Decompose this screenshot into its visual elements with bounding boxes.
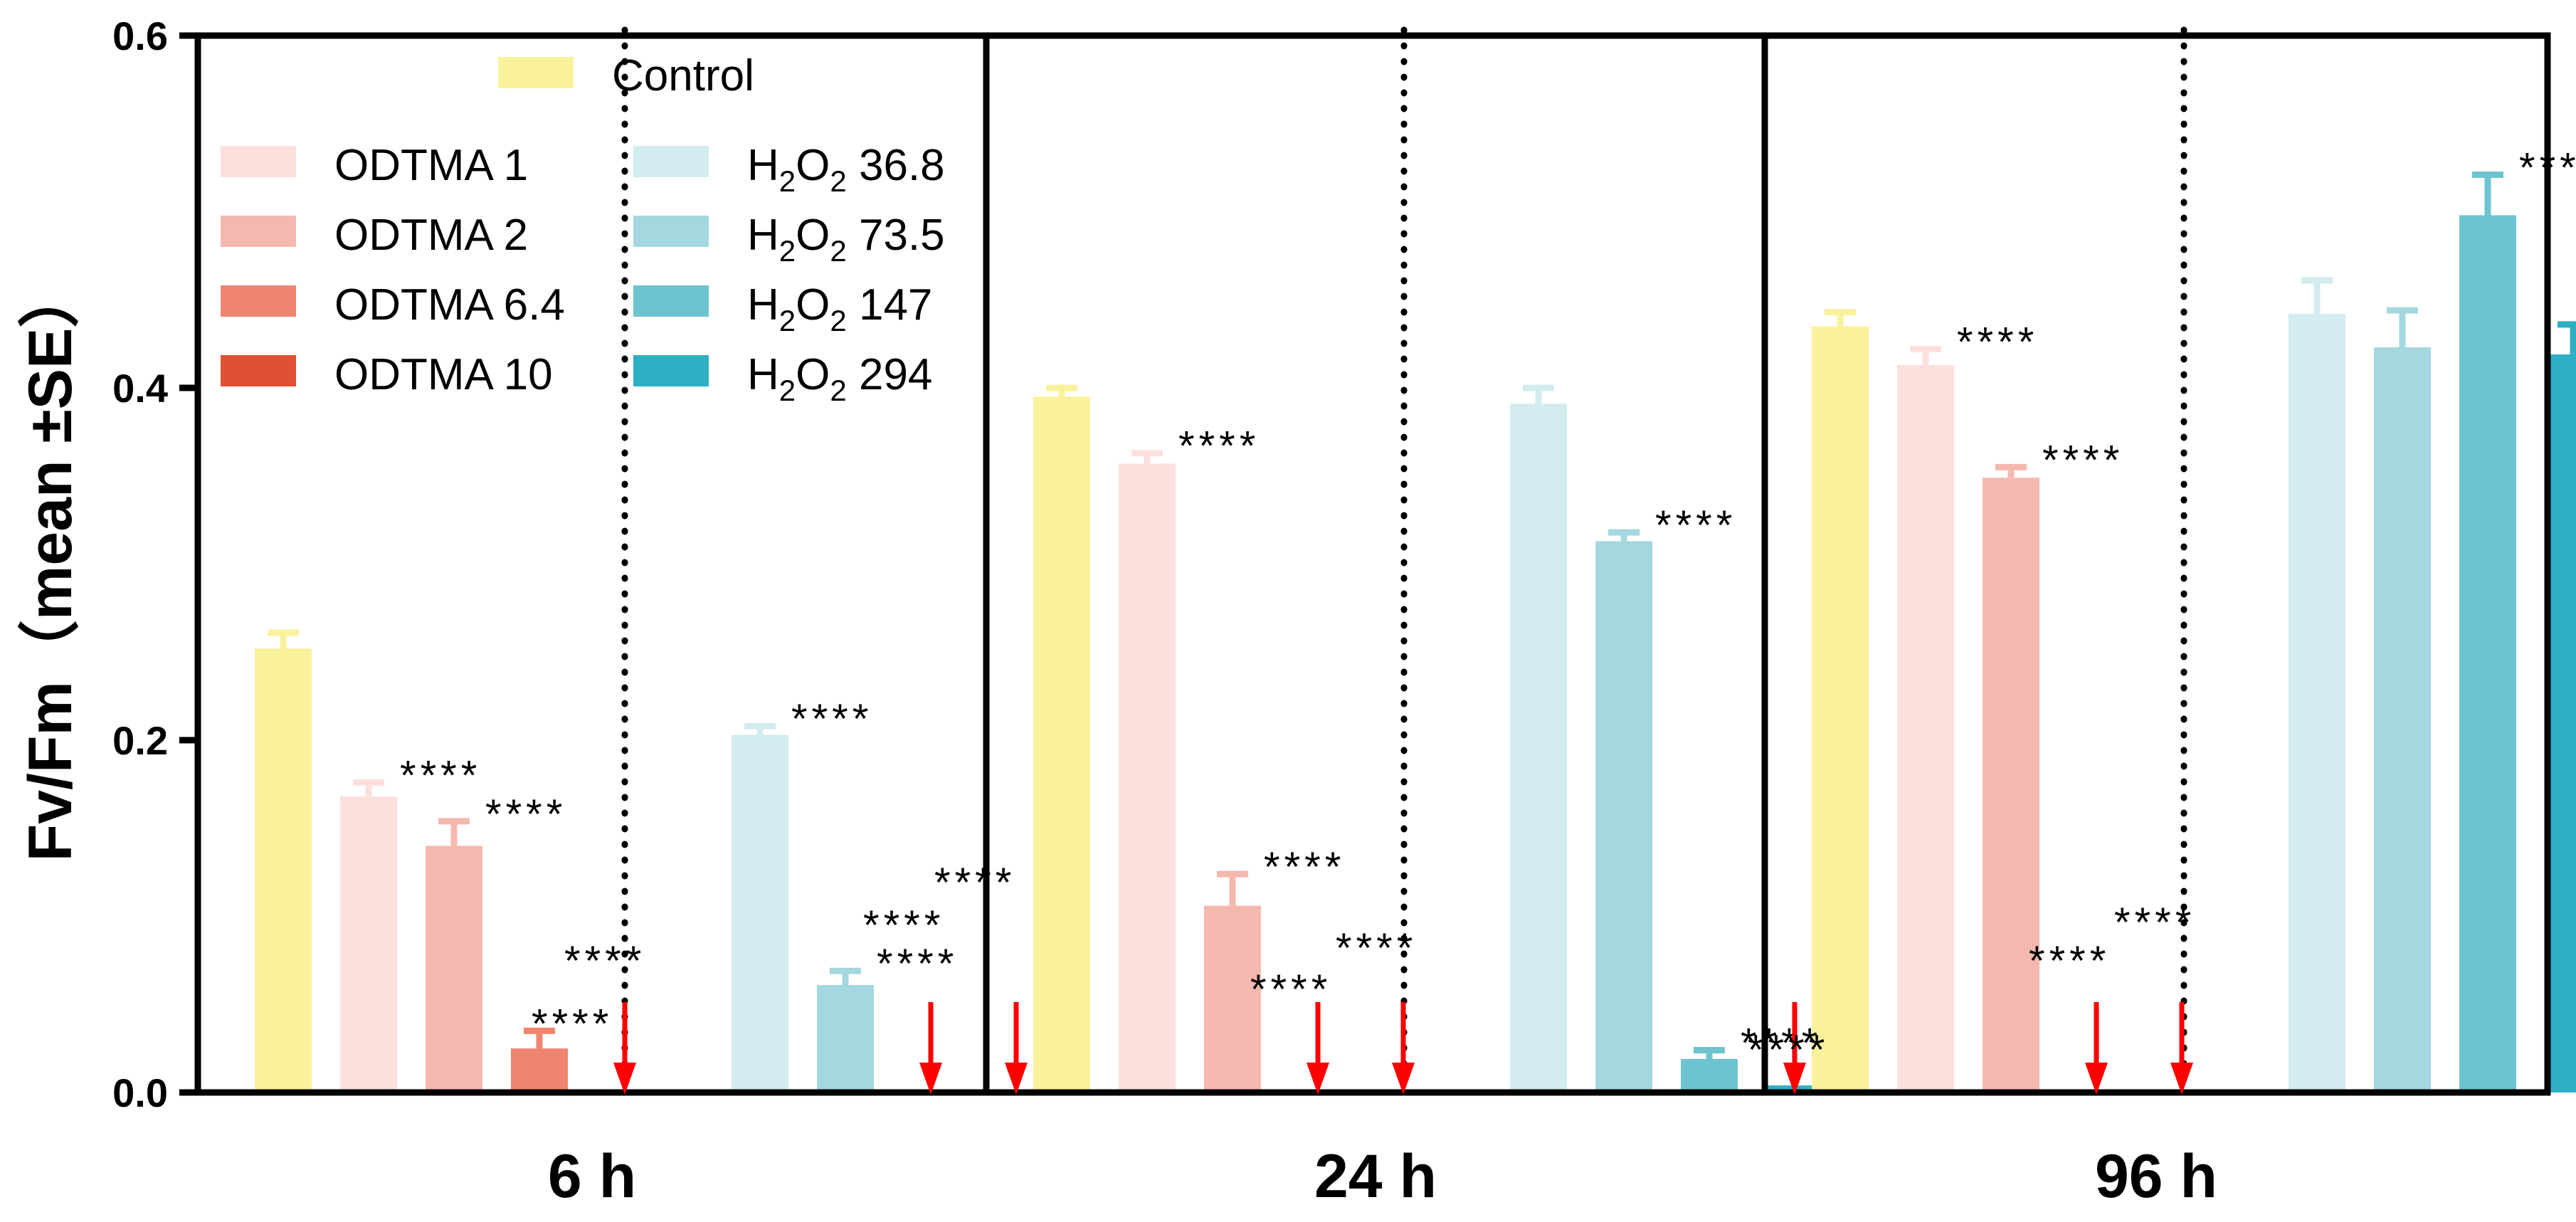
legend-swatch-h2o2-36-8 [633, 146, 709, 177]
bar-6-h-control [255, 648, 312, 1092]
bar-6-h-h2o2-36-8 [732, 734, 788, 1092]
legend-swatch-h2o2-73-5 [633, 216, 709, 247]
legend-label-odtma-10: ODTMA 10 [334, 350, 553, 399]
bar-6-h-odtma-2 [426, 846, 482, 1092]
bar-24-h-h2o2-36-8 [1510, 404, 1567, 1092]
zero-arrow-24-h-h2o2-294 [1783, 1002, 1806, 1095]
significance-96-h-odtma-2: **** [2042, 437, 2123, 483]
significance-6-h-h2o2-294: **** [934, 860, 1015, 906]
panel-label-6-h: 6 h [548, 1142, 636, 1211]
legend-entry-control: Control [498, 51, 754, 100]
significance-24-h-odtma-6-4: **** [1250, 966, 1331, 1013]
zero-arrow-6-h-h2o2-294 [1005, 1002, 1028, 1095]
panel-label-24-h: 24 h [1314, 1142, 1437, 1211]
significance-24-h-odtma-10: **** [1336, 925, 1417, 971]
legend-entry-odtma-2: ODTMA 2 [221, 211, 528, 260]
bar-6-h-h2o2-73-5 [817, 985, 874, 1092]
significance-24-h-h2o2-147: **** [1741, 1021, 1822, 1067]
legend-swatch-odtma-10 [221, 355, 296, 386]
significance-6-h-odtma-1: **** [400, 752, 481, 799]
panel-label-96-h: 96 h [2095, 1142, 2217, 1211]
y-axis-label: Fv/Fm（mean ±SE） [16, 267, 85, 862]
zero-arrow-24-h-odtma-10 [1392, 1002, 1415, 1095]
legend-label-h2o2-147: H2O2 147 [747, 280, 932, 337]
bar-24-h-h2o2-73-5 [1595, 541, 1652, 1092]
y-tick-label-0-6: 0.6 [112, 14, 168, 58]
significance-6-h-h2o2-147: **** [863, 902, 944, 949]
legend-entry-h2o2-147: H2O2 147 [633, 280, 932, 337]
significance-6-h-h2o2-36-8: **** [791, 696, 872, 742]
legend-entry-h2o2-294: H2O2 294 [633, 350, 932, 407]
zero-arrow-24-h-odtma-6-4 [1307, 1002, 1329, 1095]
significance-24-h-odtma-1: **** [1178, 423, 1260, 470]
y-tick-label-0-4: 0.4 [112, 366, 168, 411]
legend-swatch-odtma-6-4 [221, 285, 296, 317]
legend-label-odtma-6-4: ODTMA 6.4 [334, 280, 565, 330]
legend-swatch-odtma-2 [221, 216, 296, 247]
bar-6-h-odtma-6-4 [511, 1048, 568, 1092]
y-tick-label-0-0: 0.0 [112, 1070, 168, 1115]
bar-96-h-h2o2-36-8 [2289, 314, 2345, 1092]
significance-96-h-odtma-1: **** [1957, 320, 2038, 366]
significance-96-h-odtma-6-4: **** [2029, 938, 2110, 984]
significance-6-h-odtma-6-4: **** [532, 1001, 613, 1047]
significance-96-h-odtma-10: **** [2114, 900, 2195, 946]
legend-entry-h2o2-73-5: H2O2 73.5 [633, 211, 945, 268]
bar-96-h-odtma-1 [1897, 364, 1954, 1092]
zero-arrow-6-h-h2o2-147 [919, 1002, 942, 1095]
legend-label-h2o2-73-5: H2O2 73.5 [747, 211, 945, 268]
bar-24-h-control [1033, 396, 1090, 1092]
significance-24-h-h2o2-73-5: **** [1655, 502, 1736, 549]
legend-label-h2o2-294: H2O2 294 [747, 350, 932, 407]
bar-24-h-odtma-1 [1119, 463, 1176, 1092]
zero-arrow-6-h-odtma-10 [613, 1002, 636, 1095]
legend-entry-odtma-6-4: ODTMA 6.4 [221, 280, 565, 330]
legend-label-h2o2-36-8: H2O2 36.8 [747, 141, 945, 198]
bar-96-h-control [1812, 326, 1869, 1092]
bar-6-h-odtma-1 [340, 796, 397, 1092]
legend-entry-odtma-1: ODTMA 1 [221, 141, 528, 190]
significance-96-h-h2o2-147: *** [2519, 145, 2576, 191]
legend-label-odtma-2: ODTMA 2 [334, 211, 528, 260]
legend-entry-h2o2-36-8: H2O2 36.8 [633, 141, 945, 198]
bar-96-h-h2o2-73-5 [2374, 347, 2431, 1093]
legend-swatch-h2o2-294 [633, 355, 709, 386]
y-tick-label-0-2: 0.2 [112, 718, 168, 763]
panel-frame-96-h [1761, 32, 2551, 1096]
significance-24-h-odtma-2: **** [1264, 844, 1345, 890]
legend-swatch-h2o2-147 [633, 285, 709, 317]
significance-6-h-h2o2-73-5: **** [877, 941, 958, 987]
significance-6-h-odtma-10: **** [564, 938, 645, 984]
zero-arrow-96-h-odtma-10 [2170, 1002, 2193, 1095]
bar-24-h-odtma-2 [1204, 905, 1261, 1092]
bar-96-h-h2o2-147 [2459, 215, 2516, 1093]
bar-96-h-odtma-2 [1983, 478, 2039, 1092]
significance-24-h-h2o2-294: **** [1748, 1027, 1829, 1073]
legend-swatch-odtma-1 [221, 146, 296, 177]
legend-entry-odtma-10: ODTMA 10 [221, 350, 553, 399]
legend-label-odtma-1: ODTMA 1 [334, 141, 528, 190]
bar-24-h-h2o2-147 [1681, 1058, 1738, 1092]
zero-arrow-96-h-odtma-6-4 [2085, 1002, 2108, 1095]
significance-6-h-odtma-2: **** [485, 791, 566, 838]
legend-swatch-control [498, 57, 574, 88]
legend-label-control: Control [612, 51, 754, 100]
